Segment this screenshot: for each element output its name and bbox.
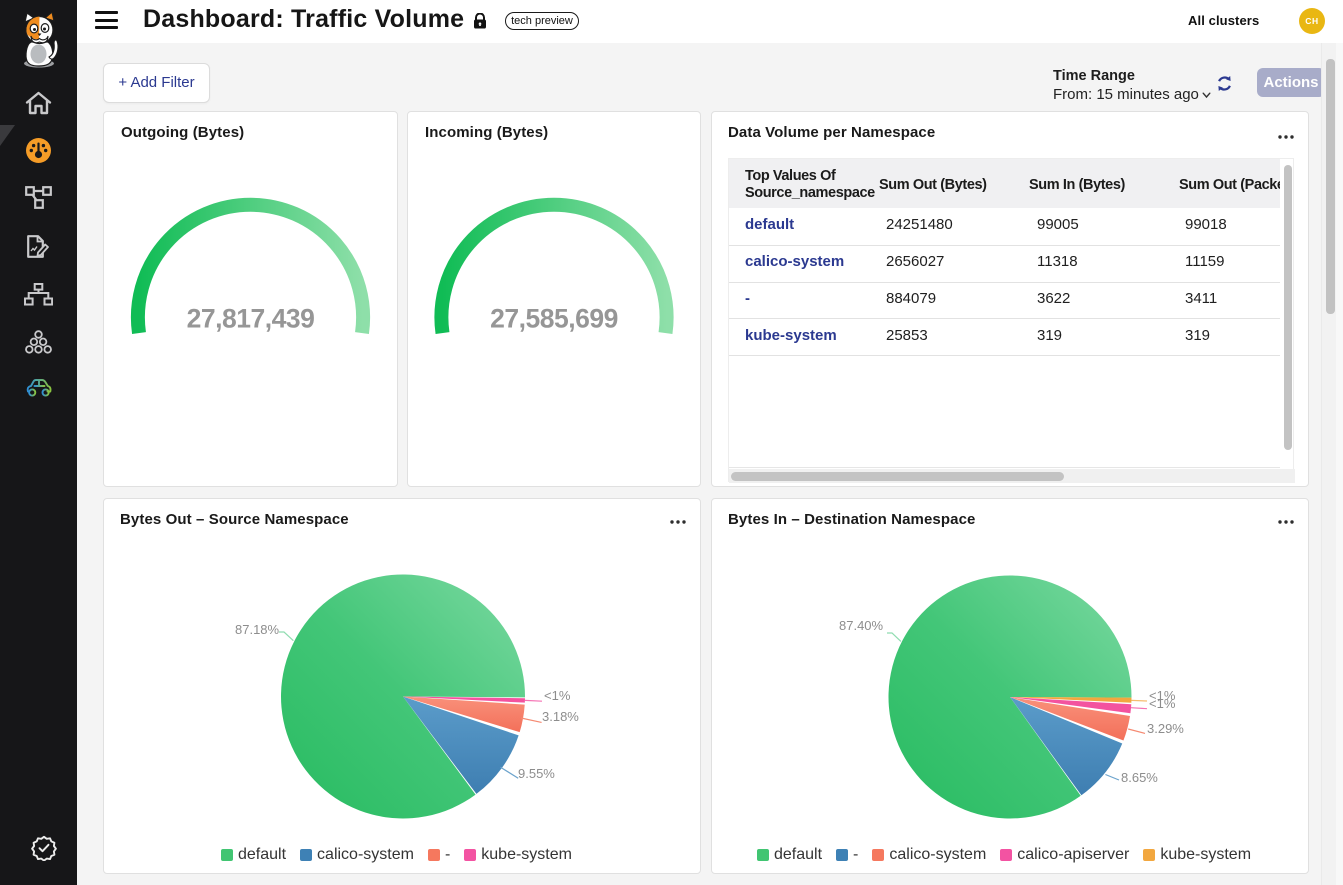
svg-text:27,585,699: 27,585,699	[490, 304, 618, 334]
svg-text:27,817,439: 27,817,439	[187, 304, 315, 334]
